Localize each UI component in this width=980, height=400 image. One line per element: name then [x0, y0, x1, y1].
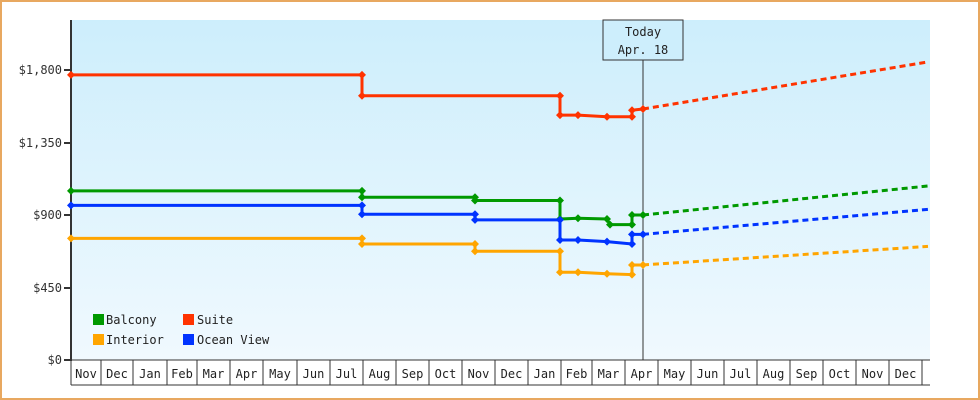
- data-point-marker[interactable]: [574, 111, 582, 120]
- legend-label: Interior: [106, 333, 164, 347]
- data-point-marker[interactable]: [556, 196, 564, 205]
- y-tick-label: $0: [48, 353, 62, 367]
- data-point-marker[interactable]: [358, 201, 366, 210]
- data-point-marker[interactable]: [67, 234, 75, 243]
- x-tick-label: Feb: [171, 367, 193, 381]
- x-tick-label: Jan: [139, 367, 161, 381]
- x-tick-label: Jul: [336, 367, 358, 381]
- projection-line: [642, 184, 929, 217]
- data-point-marker[interactable]: [606, 220, 614, 229]
- y-tick-label: $450: [33, 281, 62, 295]
- x-tick-label: Oct: [829, 367, 851, 381]
- x-tick-label: Nov: [468, 367, 490, 381]
- today-marker: Today Apr. 18: [602, 19, 684, 360]
- projection-line: [642, 244, 929, 267]
- data-point-marker[interactable]: [471, 247, 479, 256]
- legend-label: Ocean View: [197, 333, 270, 347]
- suite-swatch-icon: [183, 314, 194, 325]
- data-point-marker[interactable]: [556, 111, 564, 120]
- x-tick-label: Mar: [598, 367, 620, 381]
- y-tick-label: $1,350: [19, 136, 62, 150]
- data-point-marker[interactable]: [358, 186, 366, 195]
- data-point-marker[interactable]: [556, 247, 564, 256]
- data-point-marker[interactable]: [67, 70, 75, 79]
- projection-line: [642, 207, 929, 236]
- data-point-marker[interactable]: [628, 240, 636, 248]
- data-point-marker[interactable]: [603, 215, 611, 224]
- x-tick-label: Jan: [534, 367, 556, 381]
- data-point-marker[interactable]: [556, 268, 564, 277]
- y-tick-label: $1,800: [19, 63, 62, 77]
- x-tick-label: Jun: [303, 367, 325, 381]
- data-point-marker[interactable]: [628, 112, 636, 121]
- data-point-marker[interactable]: [628, 260, 636, 269]
- legend-item-ocean-view[interactable]: Ocean View: [183, 333, 270, 347]
- data-point-marker[interactable]: [358, 193, 366, 202]
- data-point-marker[interactable]: [628, 270, 636, 279]
- data-point-marker[interactable]: [358, 91, 366, 100]
- data-point-marker[interactable]: [471, 210, 479, 219]
- x-tick-label: Dec: [501, 367, 523, 381]
- data-point-marker[interactable]: [603, 112, 611, 121]
- x-tick-label: Aug: [369, 367, 391, 381]
- x-tick-label: Apr: [631, 367, 653, 381]
- x-tick-label: May: [664, 367, 686, 381]
- legend-item-suite[interactable]: Suite: [183, 313, 233, 327]
- ocean-view-swatch-icon: [183, 334, 194, 345]
- data-point-marker[interactable]: [358, 240, 366, 248]
- data-point-marker[interactable]: [556, 215, 564, 224]
- data-point-marker[interactable]: [358, 70, 366, 79]
- series-interior: [67, 234, 929, 279]
- data-point-marker[interactable]: [628, 220, 636, 229]
- legend-item-interior[interactable]: Interior: [93, 333, 164, 347]
- series-ocean-view: [67, 201, 929, 248]
- data-point-marker[interactable]: [358, 234, 366, 243]
- x-tick-label: Nov: [75, 367, 97, 381]
- y-axis: $1,800 $1,350 $900 $450 $0: [19, 20, 72, 367]
- data-point-marker[interactable]: [628, 211, 636, 219]
- x-tick-label: Feb: [566, 367, 588, 381]
- x-tick-label: Dec: [106, 367, 128, 381]
- today-label: Today: [625, 25, 661, 39]
- x-tick-label: Oct: [435, 367, 457, 381]
- series-suite: [67, 60, 929, 121]
- data-point-marker[interactable]: [358, 210, 366, 219]
- data-point-marker[interactable]: [556, 91, 564, 100]
- legend: Balcony Suite Interior Ocean View: [93, 313, 270, 347]
- balcony-swatch-icon: [93, 314, 104, 325]
- legend-item-balcony[interactable]: Balcony: [93, 313, 157, 327]
- data-point-marker[interactable]: [471, 196, 479, 205]
- data-point-marker[interactable]: [603, 237, 611, 246]
- today-date: Apr. 18: [618, 43, 669, 57]
- x-tick-label: Nov: [862, 367, 884, 381]
- data-point-marker[interactable]: [628, 106, 636, 115]
- x-tick-label: Dec: [895, 367, 917, 381]
- legend-label: Balcony: [106, 313, 157, 327]
- x-tick-label: Jul: [730, 367, 752, 381]
- data-point-marker[interactable]: [471, 240, 479, 248]
- data-point-marker[interactable]: [67, 201, 75, 210]
- x-tick-label: Mar: [203, 367, 225, 381]
- x-tick-label: Jun: [697, 367, 719, 381]
- data-point-marker[interactable]: [628, 230, 636, 239]
- y-tick-label: $900: [33, 208, 62, 222]
- data-point-marker[interactable]: [603, 269, 611, 278]
- legend-label: Suite: [197, 313, 233, 327]
- projection-line: [642, 60, 929, 111]
- data-point-marker[interactable]: [574, 214, 582, 223]
- x-tick-label: May: [269, 367, 291, 381]
- x-tick-label: Sep: [796, 367, 818, 381]
- x-tick-label: Aug: [763, 367, 785, 381]
- data-point-marker[interactable]: [574, 235, 582, 244]
- x-tick-label: Apr: [236, 367, 258, 381]
- x-axis: Nov Dec Jan Feb Mar Apr May Jun Jul Aug Sep Oct Nov D…: [70, 359, 930, 386]
- data-point-marker[interactable]: [67, 186, 75, 195]
- data-point-marker[interactable]: [574, 268, 582, 277]
- data-point-marker[interactable]: [556, 235, 564, 244]
- data-point-marker[interactable]: [471, 215, 479, 224]
- interior-swatch-icon: [93, 334, 104, 345]
- x-tick-label: Sep: [402, 367, 424, 381]
